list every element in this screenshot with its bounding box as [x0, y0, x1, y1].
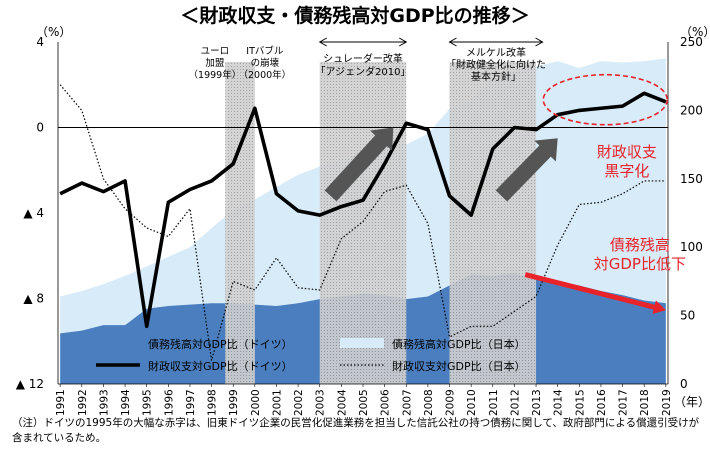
left-tick-label: 4 [36, 35, 44, 49]
x-tick-label: 2013 [531, 389, 543, 416]
legend-swatch [96, 338, 140, 348]
x-tick-label: 2004 [336, 389, 348, 416]
x-tick-label: 1991 [55, 389, 67, 416]
period-label-itbubble: （2000年） [239, 69, 292, 81]
x-tick-label: 2019 [661, 389, 673, 416]
x-tick-label: 2008 [423, 389, 435, 416]
right-tick-label: 150 [680, 172, 703, 186]
x-tick-label: 2010 [466, 389, 478, 416]
bracket-schroeder-left-head [318, 37, 327, 47]
x-tick-label: 1993 [98, 389, 110, 416]
x-tick-label: 2018 [639, 389, 651, 416]
right-axis-unit: （%） [680, 25, 710, 39]
annotation-surplus: 黒字化 [604, 162, 649, 180]
x-tick-label: 2006 [380, 389, 392, 416]
legend: 債務残高対GDP比（ドイツ） 債務残高対GDP比（日本） 財政収支対GDP比（ドイツ… [96, 337, 526, 373]
x-tick-label: 2003 [315, 389, 327, 416]
x-tick-label: 1995 [142, 389, 154, 416]
footnote: （注）ドイツの1995年の大幅な赤字は、旧東ドイツ企業の民営化促進業務を担当した… [12, 417, 700, 444]
right-tick-label: 250 [680, 35, 703, 49]
x-tick-label: 1994 [120, 389, 132, 416]
chart-title: ＜財政収支・債務残高対GDP比の推移＞ [180, 4, 529, 27]
legend-label: 財政収支対GDP比（ドイツ） [148, 359, 293, 373]
x-tick-label: 2009 [445, 389, 457, 416]
annotation-debt-decline: 対GDP比低下 [594, 255, 686, 273]
x-tick-label: 1992 [77, 389, 89, 416]
shaded-period-2003 [319, 62, 407, 384]
x-tick-label: 2016 [596, 389, 608, 416]
shaded-period-1999 [225, 62, 255, 384]
x-tick-label: 2015 [574, 389, 586, 416]
period-label-merkel: メルケル改革 [466, 46, 526, 59]
period-label-merkel: 基本方針」 [471, 70, 521, 83]
left-tick-label: ▲ 8 [23, 292, 44, 306]
x-tick-label: 2011 [488, 389, 500, 416]
bracket-schroeder-right-head [399, 37, 408, 47]
chart-canvas: ＜財政収支・債務残高対GDP比の推移＞40▲ 4▲ 8▲ 12（%）250200… [16, 4, 710, 416]
x-tick-label: 2005 [358, 389, 370, 416]
legend-label: 債務残高対GDP比（ドイツ） [148, 337, 293, 351]
bracket-merkel-left-head [448, 37, 457, 47]
legend-label: 債務残高対GDP比（日本） [392, 337, 526, 351]
x-tick-label: 1996 [163, 389, 175, 416]
period-label-schroeder: シュレーダー改革 [323, 52, 403, 65]
right-tick-label: 0 [680, 377, 688, 391]
x-tick-label: 1998 [207, 389, 219, 416]
x-tick-label: 2000 [250, 389, 262, 416]
x-tick-label: 1997 [185, 389, 197, 416]
x-tick-label: 2014 [553, 389, 565, 416]
right-tick-label: 200 [680, 103, 703, 117]
period-label-euro: ユーロ [201, 46, 230, 57]
legend-swatch [340, 338, 384, 348]
arrow-debt-decline [524, 272, 666, 314]
annotation-debt-decline: 債務残高 [610, 236, 670, 254]
right-tick-label: 50 [680, 309, 695, 323]
annotation-surplus: 財政収支 [597, 143, 657, 161]
x-tick-label: 2007 [401, 389, 413, 416]
legend-label: 財政収支対GDP比（日本） [392, 359, 526, 373]
period-label-itbubble: ITバブル [246, 45, 284, 57]
period-label-merkel: 「財政健全化に向けた [446, 58, 546, 71]
x-tick-label: 2001 [271, 389, 283, 416]
bracket-merkel-right-head [535, 37, 544, 47]
left-tick-label: ▲ 12 [16, 377, 44, 391]
period-label-euro: 加盟 [205, 58, 225, 69]
shaded-period-2009 [449, 62, 537, 384]
surplus-highlight-ellipse [542, 73, 669, 126]
period-label-schroeder: 「アジェンダ2010」 [315, 65, 410, 78]
left-axis-unit: （%） [36, 25, 71, 39]
period-label-itbubble: の崩壊 [251, 57, 280, 69]
arrow-up-shroeder [324, 127, 394, 202]
left-tick-label: 0 [36, 121, 44, 135]
x-tick-label: 2012 [509, 389, 521, 416]
x-tick-label: 1999 [228, 389, 240, 416]
left-tick-label: ▲ 4 [23, 206, 44, 220]
x-axis-unit: （年） [674, 395, 710, 409]
x-tick-label: 2017 [618, 389, 630, 416]
period-label-euro: （1999年） [189, 69, 242, 81]
right-tick-label: 100 [680, 240, 703, 254]
x-tick-label: 2002 [293, 389, 305, 416]
arrow-up-merkel [495, 138, 558, 202]
series-line-germany-fiscal [59, 91, 667, 329]
